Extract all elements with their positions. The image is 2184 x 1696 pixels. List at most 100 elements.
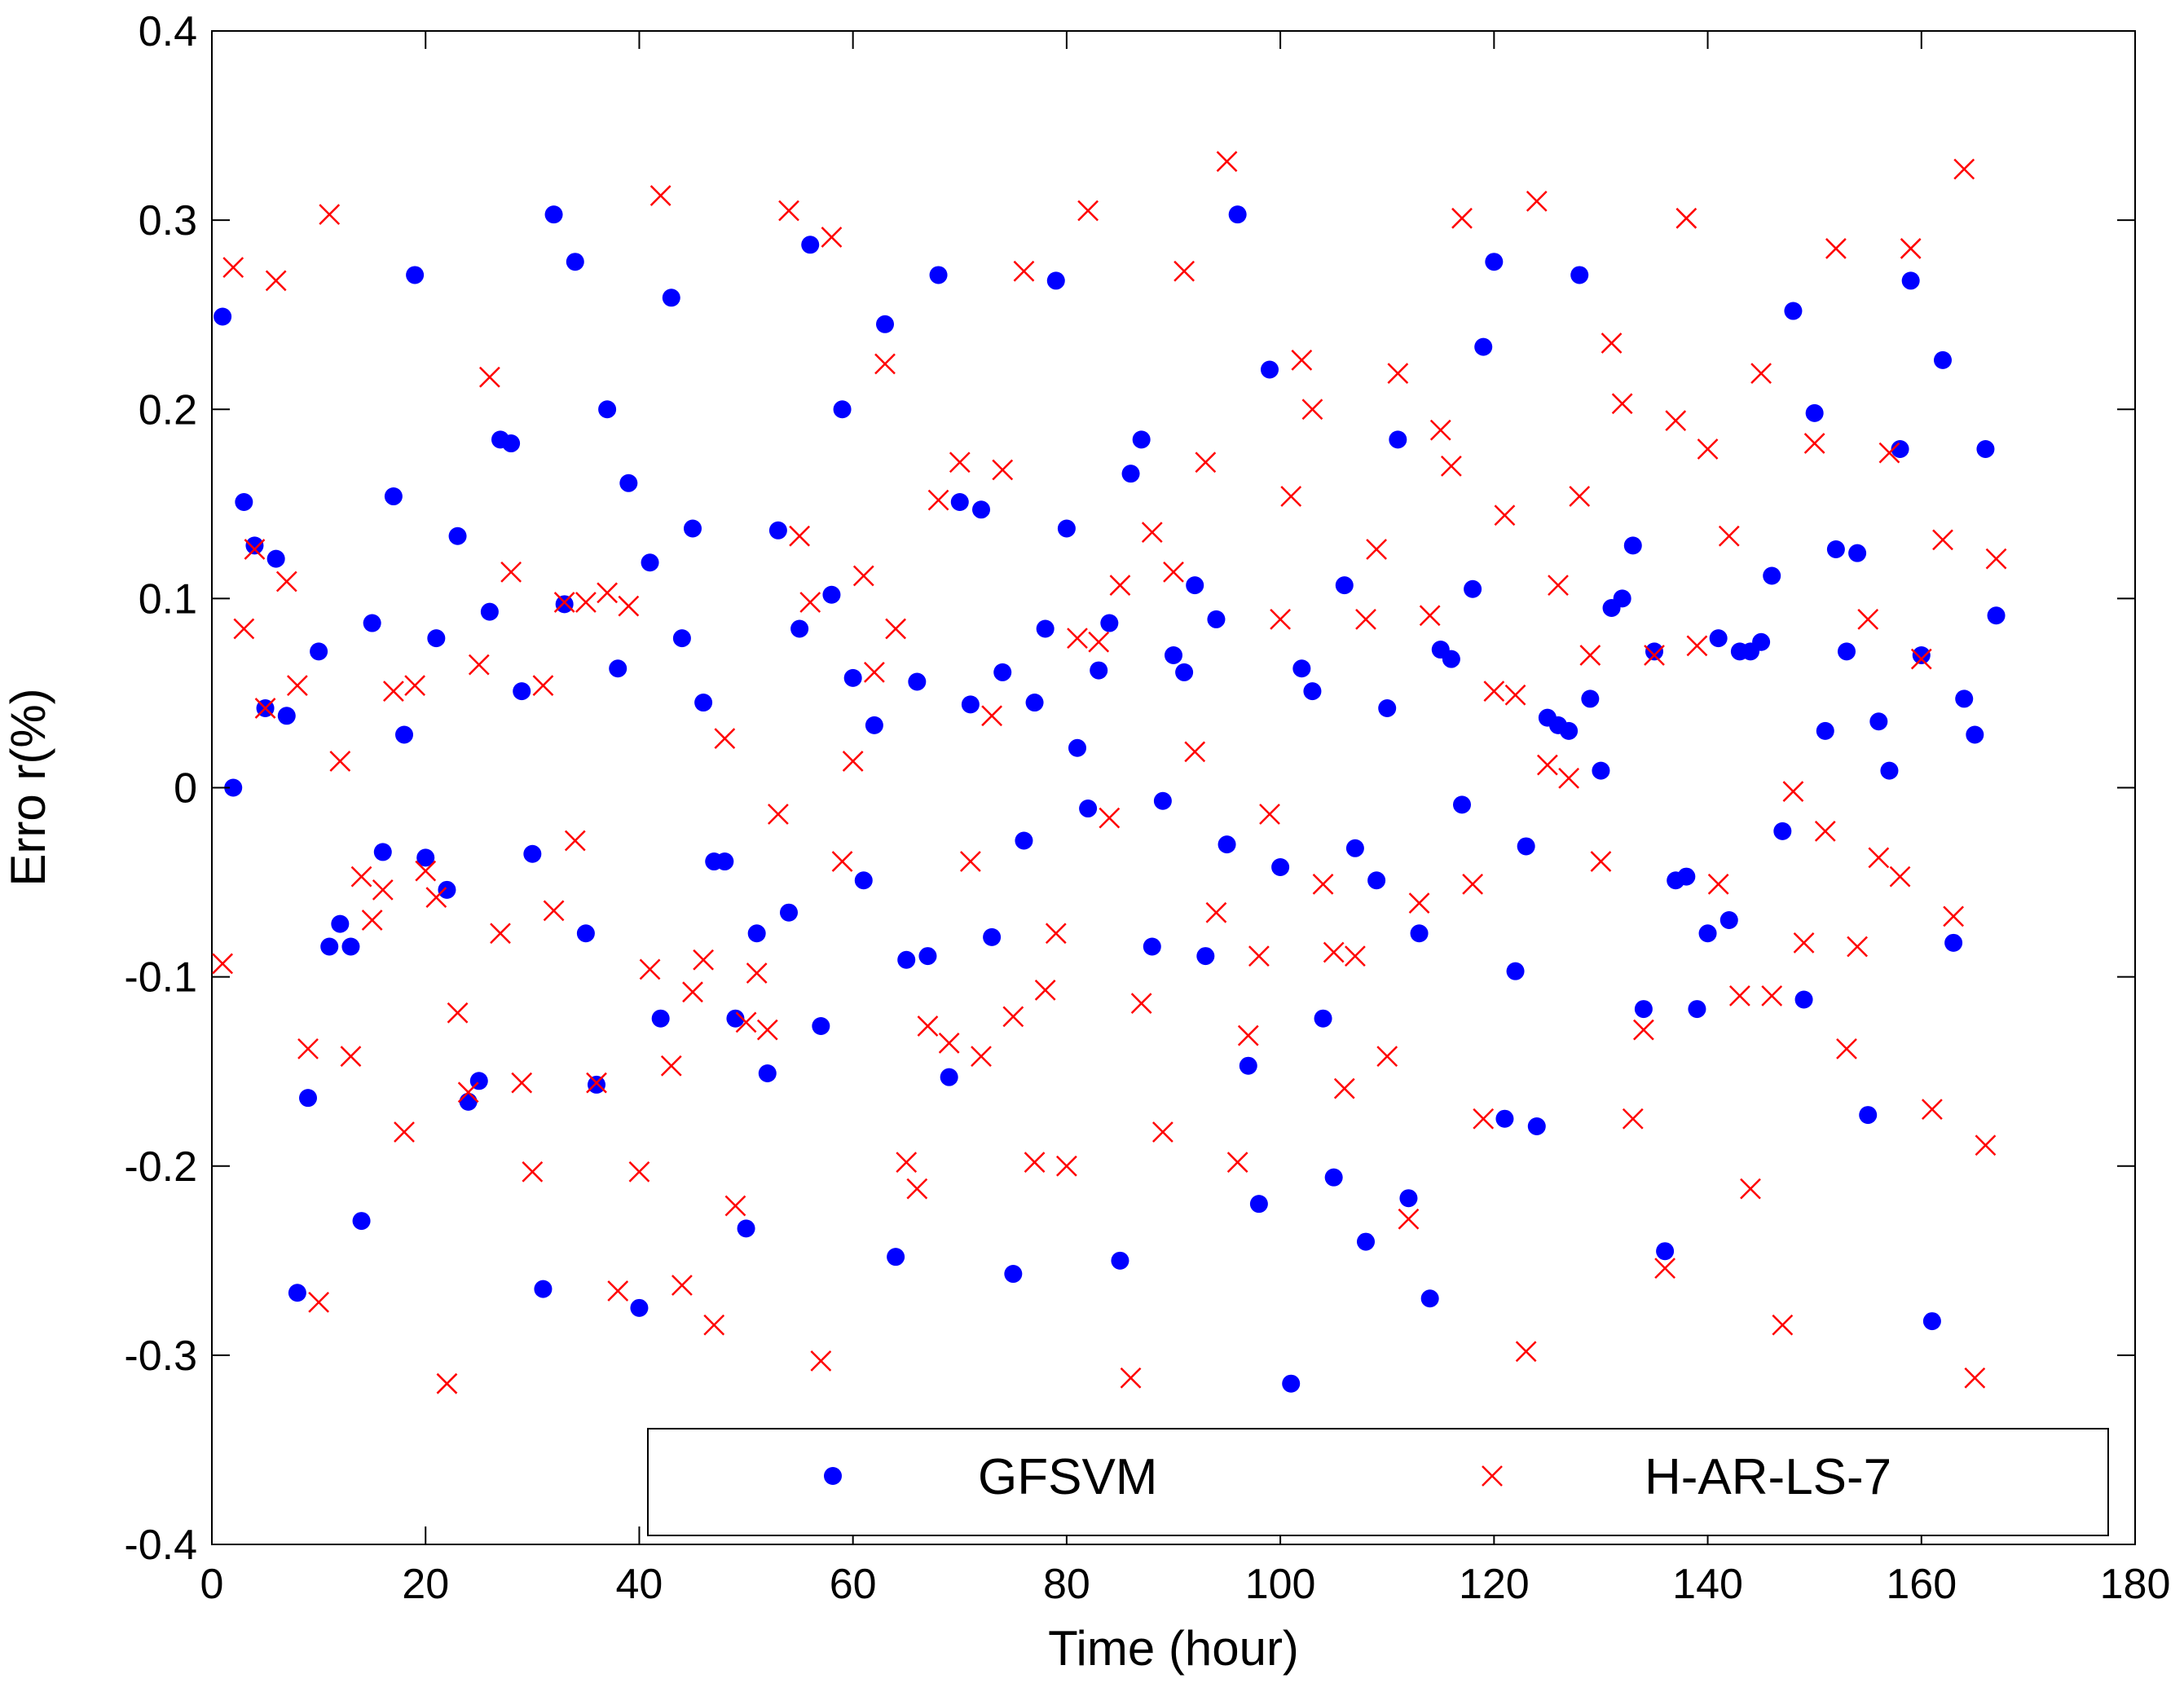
gfsvm-point — [950, 492, 969, 511]
h-ar-ls-7-point — [1109, 575, 1131, 597]
h-ar-ls-7-point — [1205, 901, 1227, 923]
h-ar-ls-7-point — [864, 662, 885, 683]
h-ar-ls-7-point — [746, 963, 768, 984]
gfsvm-point — [363, 614, 381, 632]
h-ar-ls-7-point — [799, 592, 821, 613]
gfsvm-point — [780, 903, 798, 922]
gfsvm-point — [854, 871, 873, 890]
h-ar-ls-7-point — [1130, 993, 1152, 1015]
gfsvm-point — [747, 924, 766, 943]
h-ar-ls-7-point — [597, 582, 618, 604]
gfsvm-point — [224, 778, 243, 797]
h-ar-ls-7-point — [1526, 191, 1548, 212]
h-ar-ls-7-point — [1878, 442, 1900, 464]
h-ar-ls-7-point — [1825, 238, 1847, 259]
h-ar-ls-7-point — [810, 1350, 832, 1372]
gfsvm-point — [1090, 661, 1108, 680]
h-ar-ls-7-point — [724, 1195, 746, 1217]
gfsvm-point — [1987, 606, 2006, 625]
h-ar-ls-7-point — [1953, 158, 1975, 180]
h-ar-ls-7-point — [735, 1011, 757, 1033]
h-ar-ls-7-point — [1729, 985, 1750, 1007]
gfsvm-point — [1239, 1056, 1257, 1075]
gfsvm-point — [502, 434, 521, 453]
y-tick-label: 0.3 — [139, 197, 197, 244]
gfsvm-point — [1314, 1009, 1332, 1028]
y-tick-label: 0.4 — [139, 8, 197, 55]
h-ar-ls-7-point — [1248, 945, 1270, 967]
h-ar-ls-7-point — [1633, 1019, 1654, 1041]
h-ar-ls-7-point — [1141, 522, 1163, 544]
h-ar-ls-7-point — [693, 949, 714, 971]
h-ar-ls-7-point — [287, 675, 308, 697]
h-ar-ls-7-point — [789, 525, 810, 547]
gfsvm-point — [1752, 632, 1771, 651]
gfsvm-point — [1826, 540, 1845, 559]
gfsvm-point — [918, 947, 937, 966]
h-ar-ls-7-point — [1707, 873, 1729, 895]
h-ar-ls-7-point — [1408, 892, 1430, 914]
gfsvm-point — [929, 266, 948, 284]
gfsvm-point — [1848, 544, 1867, 562]
gfsvm-point — [1805, 403, 1824, 422]
h-ar-ls-7-point — [1697, 438, 1719, 460]
gfsvm-point — [1474, 337, 1493, 356]
h-ar-ls-7-point — [222, 257, 244, 279]
h-ar-ls-7-point — [1943, 905, 1964, 927]
gfsvm-point — [1261, 360, 1279, 379]
h-ar-ls-7-point — [436, 1372, 458, 1394]
h-ar-ls-7-point — [1355, 609, 1376, 630]
h-ar-ls-7-point — [350, 866, 372, 888]
gfsvm-point — [1560, 721, 1579, 740]
h-ar-ls-7-point — [938, 1032, 960, 1054]
gfsvm-point — [448, 526, 467, 545]
x-axis-tick-labels: 0 20 40 60 80 100 120 140 160 180 — [200, 1561, 2171, 1608]
h-ar-ls-7-point — [1910, 648, 1932, 670]
h-ar-ls-7-series — [212, 151, 2007, 1394]
h-ar-ls-7-point — [874, 353, 896, 375]
legend-h-ar-ls-7-label: H-AR-LS-7 — [1645, 1449, 1891, 1505]
x-tick-label: 160 — [1886, 1561, 1957, 1608]
gfsvm-point — [1132, 430, 1151, 449]
h-ar-ls-7-point — [1569, 486, 1591, 507]
h-ar-ls-7-point — [756, 1019, 778, 1041]
gfsvm-point — [1442, 650, 1460, 668]
gfsvm-point — [534, 1280, 553, 1298]
gfsvm-point — [619, 474, 638, 492]
gfsvm-point — [1634, 1000, 1653, 1019]
gfsvm-point — [523, 844, 542, 863]
gfsvm-point — [1912, 646, 1931, 665]
h-ar-ls-7-point — [1184, 741, 1206, 763]
gfsvm-point — [630, 1298, 649, 1317]
gfsvm-point — [801, 236, 820, 254]
gfsvm-point — [1773, 822, 1792, 840]
gfsvm-point — [1100, 614, 1119, 632]
h-ar-ls-7-point — [1857, 609, 1879, 630]
h-ar-ls-7-point — [1441, 456, 1462, 477]
gfsvm-point — [1057, 519, 1076, 538]
gfsvm-point — [1464, 579, 1482, 598]
gfsvm-point — [812, 1016, 830, 1035]
gfsvm-point — [566, 253, 584, 271]
gfsvm-point — [1901, 271, 1920, 290]
gfsvm-point — [1688, 1000, 1706, 1019]
gfsvm-series — [214, 205, 2006, 1393]
h-ar-ls-7-point — [1333, 1077, 1355, 1099]
gfsvm-point — [1389, 430, 1407, 449]
x-tick-label: 40 — [616, 1561, 663, 1608]
gfsvm-point — [1324, 1168, 1343, 1187]
gfsvm-point — [843, 668, 862, 687]
gfsvm-point — [790, 619, 809, 638]
gfsvm-point — [1645, 642, 1663, 661]
h-ar-ls-7-point — [372, 879, 394, 901]
h-ar-ls-7-point — [1013, 260, 1035, 282]
gfsvm-point — [1698, 924, 1717, 943]
x-tick-label: 120 — [1459, 1561, 1530, 1608]
h-ar-ls-7-point — [1067, 628, 1088, 650]
gfsvm-point — [299, 1089, 317, 1108]
legend-gfsvm-label: GFSVM — [978, 1449, 1157, 1505]
h-ar-ls-7-point — [1654, 1258, 1675, 1279]
h-ar-ls-7-point — [319, 204, 341, 226]
h-ar-ls-7-point — [447, 1002, 469, 1024]
gfsvm-point — [320, 937, 339, 956]
